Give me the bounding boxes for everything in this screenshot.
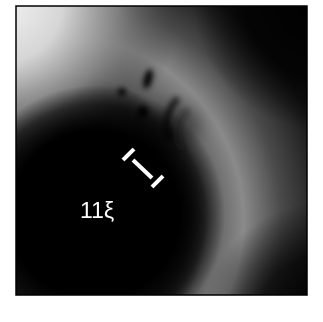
dark-vortex-core xyxy=(16,6,307,295)
scale-bar xyxy=(121,147,165,189)
image-frame xyxy=(15,5,308,296)
small-vortex xyxy=(118,88,126,96)
small-vortex xyxy=(138,106,148,118)
scale-label: 11ξ xyxy=(80,197,114,223)
shadow-blob xyxy=(149,105,201,145)
small-vortex xyxy=(143,69,153,89)
